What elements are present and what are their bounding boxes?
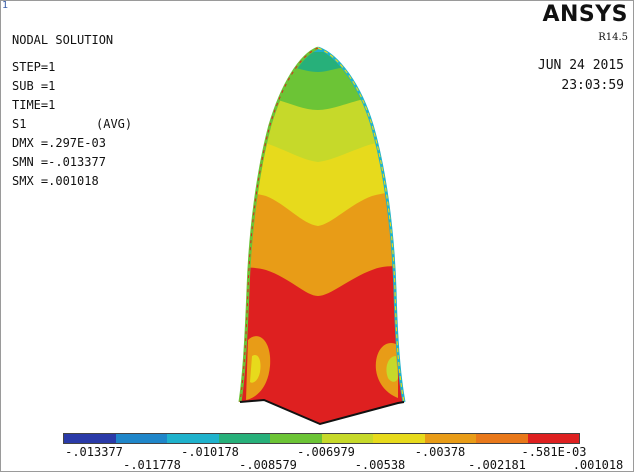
right-edge-highlight (317, 47, 405, 403)
time-info: TIME=1 (12, 98, 56, 112)
legend-swatch-9 (476, 434, 528, 443)
legend-lower-label-1: -.011778 (123, 458, 181, 472)
legend-upper-label-5: -.581E-03 (521, 445, 587, 459)
band-green (240, 48, 404, 72)
date-label: JUN 24 2015 (537, 58, 624, 73)
legend-swatch-1 (64, 434, 116, 443)
step-info: STEP=1 (12, 60, 56, 74)
legend-swatch-3 (167, 434, 219, 443)
timestamp: JUN 24 2015 23:03:59 (538, 56, 624, 96)
smx-value: SMX =.001018 (12, 174, 99, 188)
smn-value: SMN =-.013377 (12, 155, 106, 169)
substep-info: SUB =1 (12, 79, 56, 93)
legend-swatch-8 (424, 434, 476, 443)
legend-swatch-6 (321, 434, 373, 443)
legend-swatch-2 (115, 434, 167, 443)
legend-lower-label-2: -.008579 (239, 458, 297, 472)
ansys-logo: ANSYS (542, 2, 628, 27)
window-number-marker: 1 (2, 0, 9, 11)
averaging-mode: (AVG) (96, 117, 133, 131)
left-yellow-patch (250, 354, 261, 383)
legend-upper-label-3: -.006979 (297, 445, 355, 459)
right-yellow-patch (386, 356, 398, 382)
base-outline (239, 398, 405, 426)
plot-title: NODAL SOLUTION (12, 33, 114, 47)
result-quantity: S1 (12, 117, 27, 131)
version-label: R14.5 (598, 32, 628, 43)
legend-swatch-5 (270, 434, 322, 443)
legend-upper-label-1: -.013377 (65, 445, 123, 459)
legend-swatch-7 (373, 434, 425, 443)
legend-swatch-10 (527, 434, 579, 443)
color-legend-bar (63, 433, 580, 444)
legend-lower-label-4: -.002181 (468, 458, 526, 472)
legend-lower-label-3: -.00538 (354, 458, 406, 472)
legend-upper-label-4: -.00378 (414, 445, 466, 459)
legend-swatch-4 (218, 434, 270, 443)
legend-upper-label-2: -.010178 (181, 445, 239, 459)
contour-bands (240, 48, 404, 424)
left-edge-highlight (239, 47, 319, 403)
time-label: 23:03:59 (561, 78, 624, 93)
dmx-value: DMX =.297E-03 (12, 136, 106, 150)
legend-lower-label-5: .001018 (572, 458, 624, 472)
